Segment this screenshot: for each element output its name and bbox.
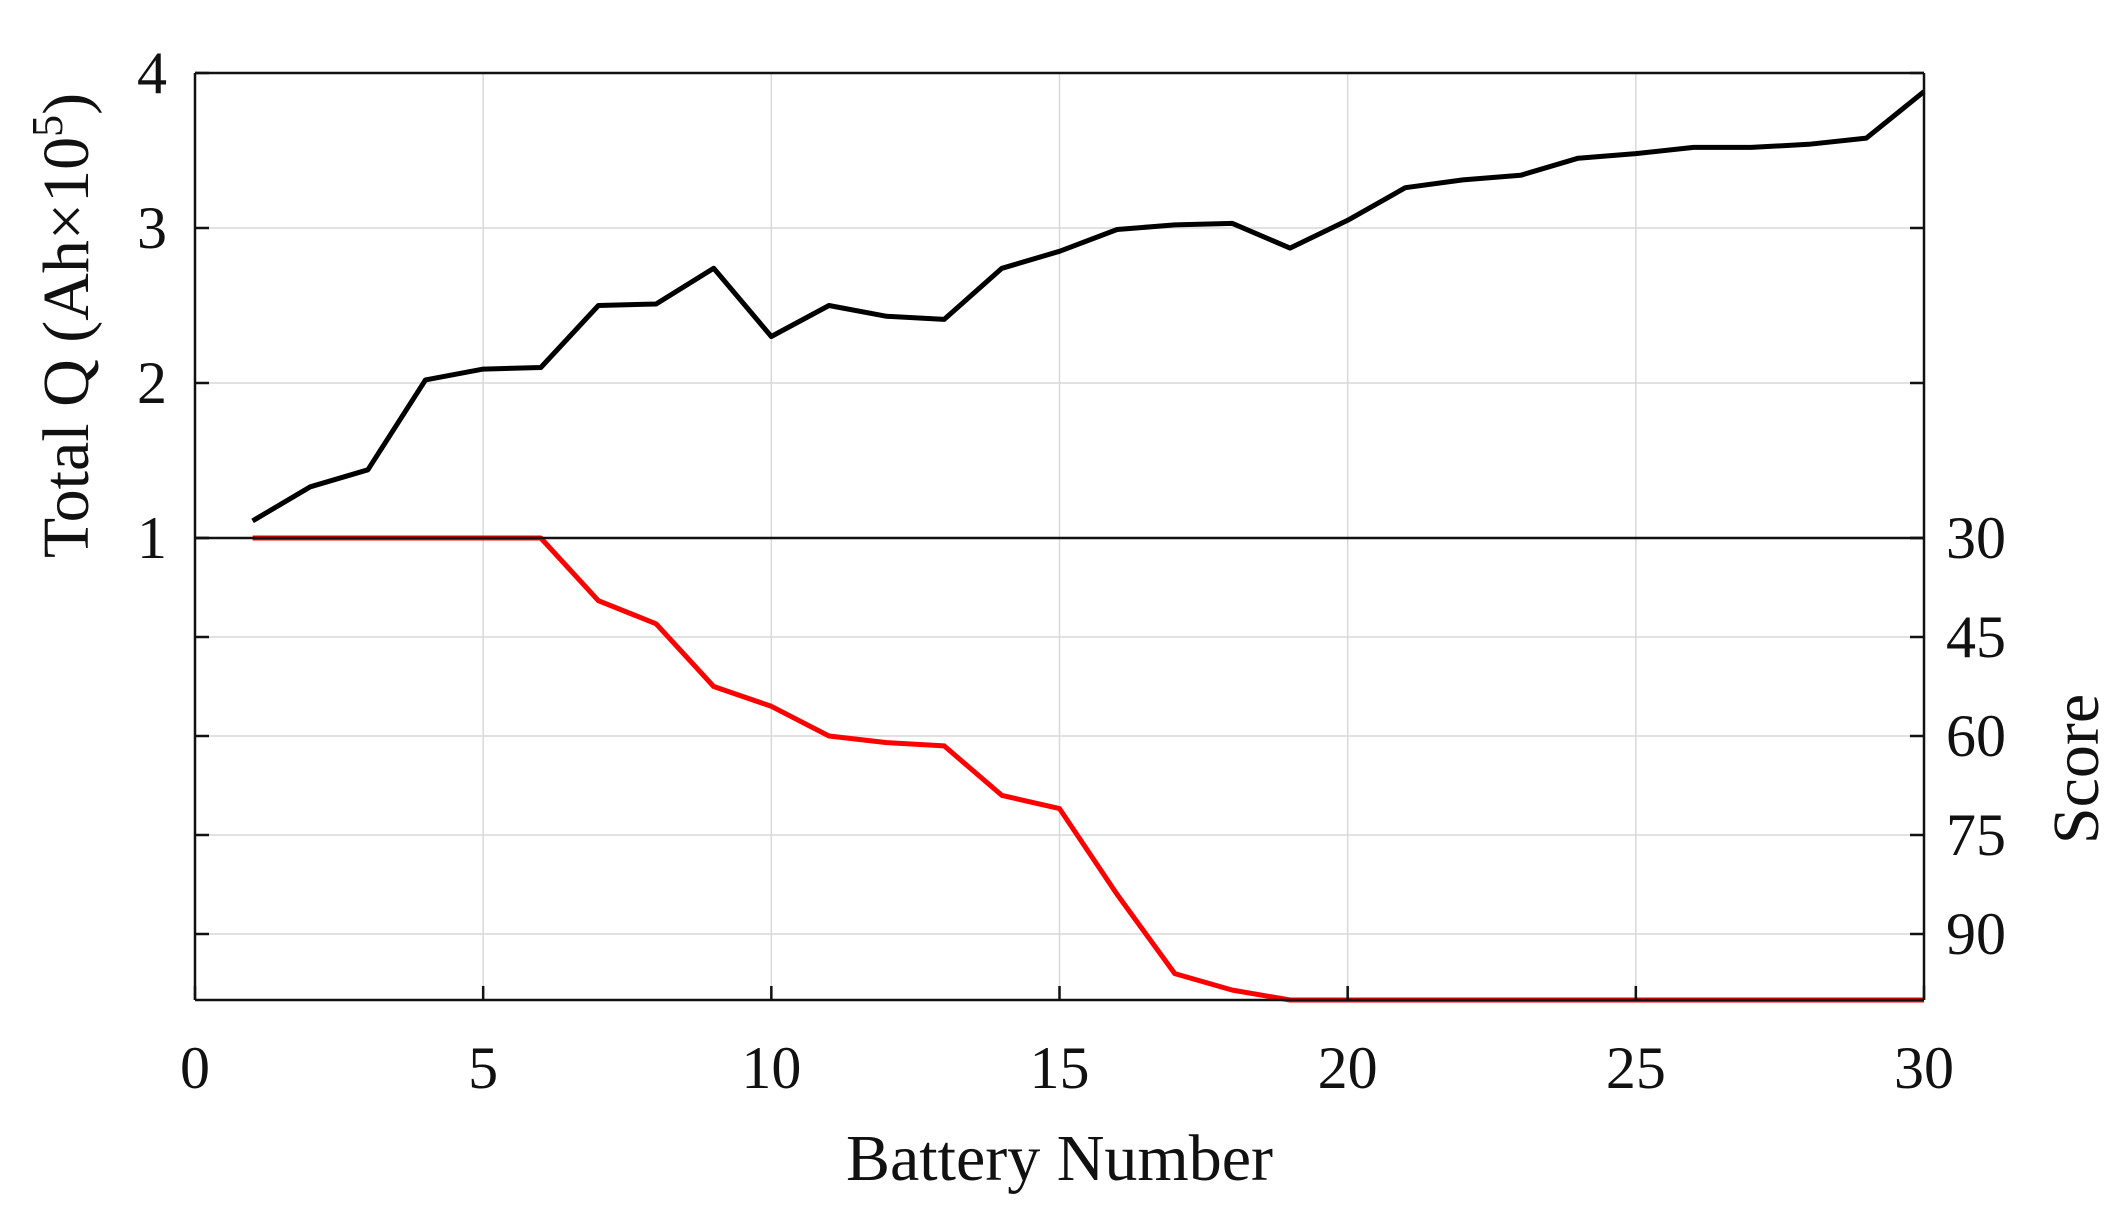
x-tick-label: 20 <box>1318 1035 1378 1101</box>
top-y-tick-label: 2 <box>137 350 167 416</box>
x-tick-label: 15 <box>1030 1035 1090 1101</box>
grid-layer <box>195 73 1924 1000</box>
tick-labels: 0 5 10 15 20 25 30 1 2 3 4 30 45 60 75 90 <box>137 40 2006 1101</box>
total-q-line <box>251 89 1926 524</box>
x-tick-label: 5 <box>468 1035 498 1101</box>
bottom-y-tick-label: 60 <box>1946 703 2006 769</box>
y-axis-label-score: Score <box>2040 694 2113 844</box>
top-y-tick-label: 4 <box>137 40 167 106</box>
bottom-y-tick-label: 30 <box>1946 505 2006 571</box>
top-y-tick-label: 3 <box>137 195 167 261</box>
x-tick-label: 30 <box>1894 1035 1954 1101</box>
bottom-y-tick-label: 45 <box>1946 604 2006 670</box>
score-line <box>252 535 1924 1003</box>
x-tick-label: 10 <box>741 1035 801 1101</box>
bottom-y-tick-label: 90 <box>1946 901 2006 967</box>
y-axis-label-total-q: Total Q (Ah×105) <box>23 93 103 558</box>
y-axis-label-exponent: 5 <box>23 115 72 137</box>
x-tick-label: 25 <box>1606 1035 1666 1101</box>
x-tick-label: 0 <box>180 1035 210 1101</box>
y-axis-label-suffix: ) <box>30 93 103 115</box>
x-axis-label: Battery Number <box>846 1122 1273 1195</box>
tick-marks <box>193 71 1926 1000</box>
bottom-y-tick-label: 75 <box>1946 802 2006 868</box>
top-y-tick-label: 1 <box>137 505 167 571</box>
y-axis-label-main: Total Q (Ah×10 <box>30 137 103 558</box>
